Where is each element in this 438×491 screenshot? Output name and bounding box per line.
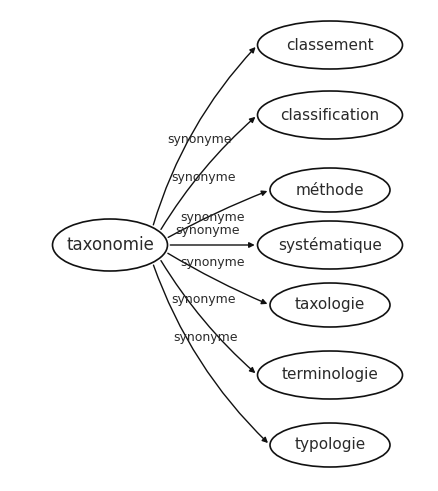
Text: synonyme: synonyme [171, 171, 235, 184]
Text: synonyme: synonyme [180, 256, 244, 269]
Ellipse shape [257, 21, 402, 69]
Text: synonyme: synonyme [173, 331, 237, 344]
FancyArrowPatch shape [167, 253, 265, 303]
Text: taxonomie: taxonomie [66, 236, 154, 254]
Text: systématique: systématique [277, 237, 381, 253]
Text: taxologie: taxologie [294, 298, 364, 312]
FancyArrowPatch shape [153, 48, 254, 225]
Ellipse shape [269, 423, 389, 467]
FancyArrowPatch shape [161, 118, 254, 229]
Text: synonyme: synonyme [180, 211, 244, 224]
Ellipse shape [269, 168, 389, 212]
FancyArrowPatch shape [153, 265, 266, 442]
FancyArrowPatch shape [161, 261, 254, 372]
Text: synonyme: synonyme [175, 224, 240, 237]
Text: classement: classement [286, 37, 373, 53]
Text: synonyme: synonyme [167, 133, 232, 146]
Text: méthode: méthode [295, 183, 364, 197]
Ellipse shape [257, 221, 402, 269]
Text: typologie: typologie [294, 437, 365, 453]
Text: terminologie: terminologie [281, 367, 378, 382]
FancyArrowPatch shape [168, 191, 265, 237]
Ellipse shape [53, 219, 167, 271]
Ellipse shape [269, 283, 389, 327]
FancyArrowPatch shape [170, 243, 253, 247]
Ellipse shape [257, 91, 402, 139]
Ellipse shape [257, 351, 402, 399]
Text: classification: classification [280, 108, 379, 122]
Text: synonyme: synonyme [171, 293, 235, 306]
